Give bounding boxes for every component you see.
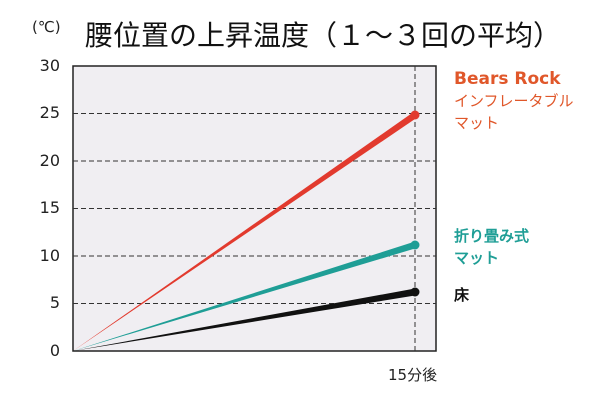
x-tick-15min: 15分後 [388,366,438,384]
y-tick-0: 0 [49,341,60,360]
legend-folding-mat-line2: マット [454,249,500,267]
series-floor [73,288,415,351]
series-bears-rock [73,111,415,351]
legend-floor-label: 床 [454,286,470,304]
series-folding-mat [73,241,415,351]
y-axis-unit: (℃) [32,18,61,36]
y-tick-20: 20 [39,151,60,170]
gridlines [73,66,436,351]
y-tick-5: 5 [49,293,60,312]
chart-title: 腰位置の上昇温度（１～３回の平均） [85,19,562,52]
series-floor-point [410,287,420,297]
legend-bears-rock: Bears Rock インフレータブル マット [454,68,574,134]
series-folding-mat-point [410,240,420,250]
legend-folding-mat-line1: 折り畳み式 [454,227,530,245]
y-tick-15: 15 [39,198,60,217]
legend-bears-rock-line2: インフレータブル [454,92,574,110]
y-tick-30: 30 [39,56,60,75]
legend-bears-rock-brand: Bears Rock [454,69,561,89]
y-tick-10: 10 [39,246,60,265]
legend-floor: 床 [454,284,469,306]
legend-folding-mat: 折り畳み式 マット [454,225,529,269]
legend-bears-rock-line3: マット [454,114,500,132]
y-tick-25: 25 [39,103,60,122]
series-bears-rock-point [410,110,420,120]
